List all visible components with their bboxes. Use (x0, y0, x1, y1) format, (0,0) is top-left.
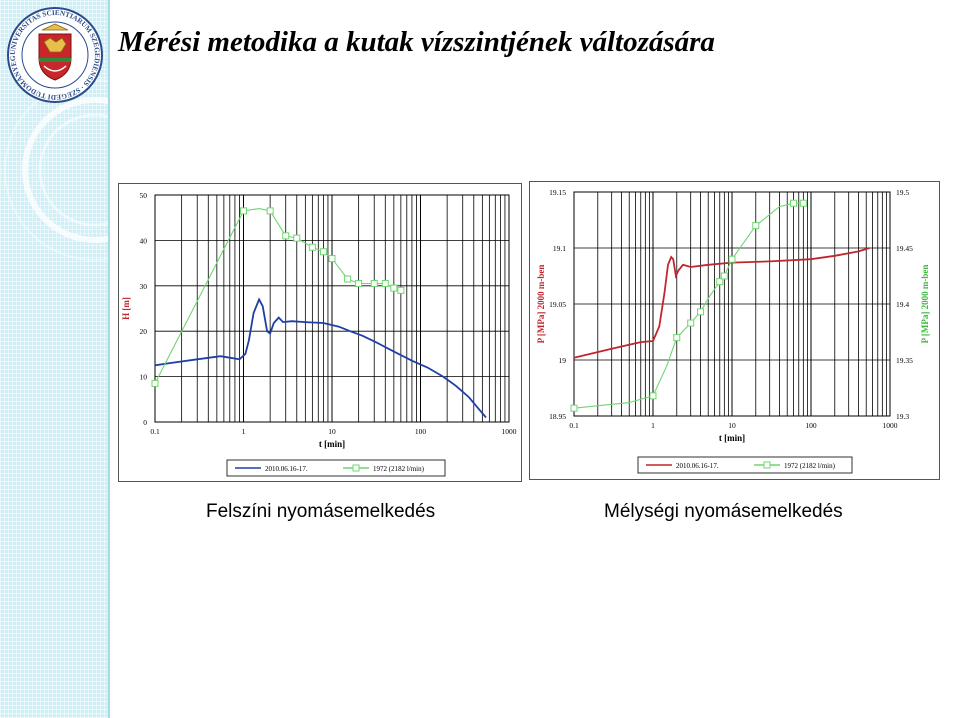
x-tick-label: 0.1 (569, 421, 579, 430)
series-line-0 (154, 297, 487, 419)
data-point-marker (328, 255, 336, 263)
y-tick-label: 30 (140, 282, 148, 291)
x-axis-label: t [min] (319, 439, 345, 449)
x-tick-label: 10 (728, 421, 736, 430)
data-point-marker (649, 392, 657, 400)
data-point-marker (789, 199, 797, 207)
caption-surface-pressure: Felszíni nyomásemelkedés (206, 501, 436, 522)
x-tick-label: 1 (651, 421, 655, 430)
data-point-marker (752, 222, 760, 230)
x-tick-label: 10 (328, 427, 336, 436)
sidebar-swirl-decoration (4, 79, 110, 261)
y-tick-label: 50 (140, 191, 148, 200)
decorative-sidebar (0, 0, 110, 718)
data-point-marker (370, 280, 378, 288)
data-point-marker (355, 280, 363, 288)
y2-tick-label: 19.4 (896, 300, 909, 309)
y-tick-label: 18.95 (549, 412, 566, 421)
legend-entry: 1972 (2182 l/min) (784, 462, 836, 470)
y2-axis-label: P [MPa] 2000 m-ben (920, 265, 930, 344)
data-point-marker (266, 207, 274, 215)
legend-entry: 1972 (2182 l/min) (373, 465, 425, 473)
data-point-marker (151, 379, 159, 387)
data-point-marker (390, 284, 398, 292)
data-point-marker (293, 234, 301, 242)
data-point-marker (397, 286, 405, 294)
y-tick-label: 19.15 (549, 188, 566, 197)
university-seal-logo: UNIVERSITAS SCIENTIARUM SZEGEDIENSIS · S… (3, 0, 104, 104)
y-tick-label: 10 (140, 373, 148, 382)
data-point-marker (687, 319, 695, 327)
data-point-marker (319, 248, 327, 256)
x-tick-label: 1000 (502, 427, 517, 436)
legend-entry: 2010.06.16-17. (265, 465, 308, 473)
data-point-marker (570, 404, 578, 412)
data-point-marker (381, 280, 389, 288)
y2-tick-label: 19.3 (896, 412, 909, 421)
chart-surface-pressure: 0 10 20 30 40 50 0.1 1 10 100 1000 t [min] H [m] 2010… (118, 183, 522, 482)
caption-depth-pressure: Mélységi nyomásemelkedés (604, 501, 843, 522)
chart-depth-pressure: 18.95 19 19.05 19.1 19.15 19.3 19.35 19.4 19.45 1… (529, 181, 940, 480)
data-point-marker (728, 255, 736, 263)
x-axis-label: t [min] (719, 433, 745, 443)
data-point-marker (799, 199, 807, 207)
chart-right-svg: 18.95 19 19.05 19.1 19.15 19.3 19.35 19.4 19.45 1… (536, 188, 930, 474)
legend-swatch-marker (763, 461, 771, 469)
data-point-marker (673, 334, 681, 342)
y-tick-label: 0 (143, 418, 147, 427)
legend-box (226, 459, 446, 477)
y-tick-label: 19.05 (549, 300, 566, 309)
legend-entry: 2010.06.16-17. (676, 462, 719, 470)
x-tick-label: 0.1 (150, 427, 160, 436)
series-line-0 (573, 247, 870, 359)
chart-left-svg: 0 10 20 30 40 50 0.1 1 10 100 1000 t [min] H [m] 2010… (121, 191, 517, 477)
data-point-marker (697, 308, 705, 316)
series-line-1 (573, 202, 804, 409)
y-axis-label: H [m] (121, 297, 131, 320)
y2-tick-label: 19.45 (896, 244, 913, 253)
data-point-marker (344, 275, 352, 283)
y2-tick-label: 19.35 (896, 356, 913, 365)
y-tick-label: 20 (140, 327, 148, 336)
data-point-marker (308, 243, 316, 251)
legend-box (637, 456, 853, 474)
y-tick-label: 19 (559, 356, 567, 365)
data-point-marker (720, 272, 728, 280)
x-tick-label: 100 (415, 427, 427, 436)
y2-tick-label: 19.5 (896, 188, 909, 197)
slide-title: Mérési metodika a kutak vízszintjének vá… (118, 26, 715, 58)
x-tick-label: 1000 (883, 421, 898, 430)
y-tick-label: 40 (140, 236, 148, 245)
y-axis-label: P [MPa] 2000 m-ben (536, 265, 546, 344)
x-tick-label: 1 (242, 427, 246, 436)
data-point-marker (716, 278, 724, 286)
data-point-marker (240, 207, 247, 215)
y-tick-label: 19.1 (553, 244, 566, 253)
x-tick-label: 100 (805, 421, 817, 430)
data-point-marker (282, 232, 290, 240)
legend-swatch-marker (352, 464, 360, 472)
sidebar-edge (108, 0, 110, 718)
